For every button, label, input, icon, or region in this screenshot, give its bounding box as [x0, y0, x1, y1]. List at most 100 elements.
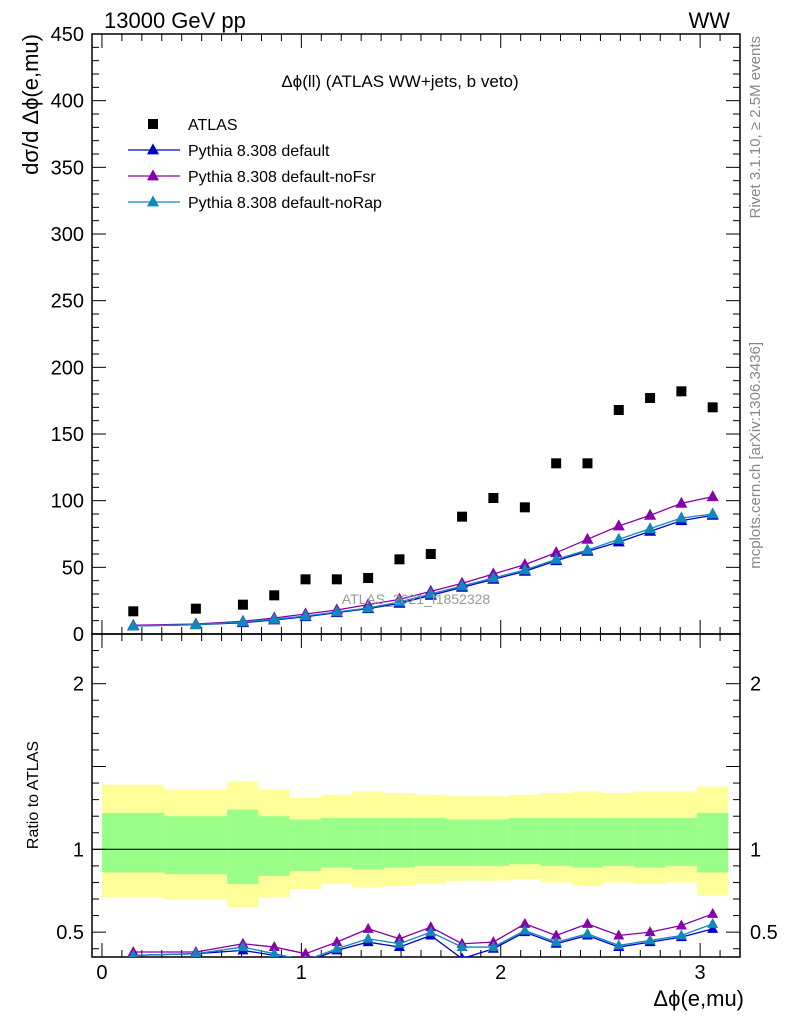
y-tick-label: 400 — [51, 91, 84, 113]
ratio-series-point — [519, 924, 531, 935]
ratio-inner-band-bin — [697, 812, 729, 873]
ratio-series-point — [237, 941, 249, 952]
header-left: 13000 GeV pp — [104, 8, 246, 33]
ratio-series-point — [425, 926, 437, 937]
x-tick-label: 1 — [296, 962, 307, 984]
ratio-inner-band-bin — [164, 816, 228, 875]
ratio-series-point — [362, 932, 374, 943]
data-point — [300, 574, 311, 585]
data-point — [582, 458, 593, 469]
y-tick-label: 150 — [51, 424, 84, 446]
legend-marker-square — [148, 119, 158, 129]
ratio-series-point — [331, 942, 343, 953]
series-point — [189, 618, 202, 630]
series-point — [706, 490, 719, 502]
ratio-inner-band-bin — [227, 809, 259, 885]
ratio-inner-band-bin — [509, 817, 541, 865]
ratio-series-point — [581, 917, 593, 928]
series-point — [268, 612, 281, 624]
data-point — [237, 599, 248, 610]
ratio-series-point — [613, 939, 625, 950]
series-point — [644, 522, 657, 534]
ratio-y-tick-label: 1 — [73, 839, 84, 861]
ratio-series-point — [707, 917, 719, 928]
legend-label: Pythia 8.308 default-noRap — [188, 195, 382, 212]
series-point — [706, 507, 719, 519]
ratio-inner-band-bin — [321, 817, 353, 868]
series-line — [133, 514, 713, 627]
main-plot-series — [127, 386, 719, 631]
x-axis-label: Δϕ(e,mu) — [653, 986, 744, 1011]
series-point — [581, 532, 594, 544]
ratio-series-line — [133, 913, 713, 955]
ratio-bands — [101, 781, 729, 908]
ratio-series-point — [456, 941, 468, 952]
ratio-plot-frame — [91, 633, 741, 958]
data-point — [269, 590, 280, 601]
header-right: WW — [688, 8, 730, 33]
ratio-series-point — [707, 907, 719, 918]
ratio-plot-series — [127, 907, 719, 957]
ratio-inner-band-bin — [415, 817, 447, 866]
series-point — [236, 615, 249, 627]
data-point — [613, 405, 624, 415]
ratio-inner-band-bin — [258, 816, 290, 876]
ratio-y-tick-label: 0.5 — [56, 922, 84, 944]
data-point — [457, 511, 468, 522]
data-point — [331, 574, 342, 585]
ratio-series-point — [550, 929, 562, 940]
main-plot-panel: 0 50 100 150 200 250 300 350 400 450 — [51, 24, 741, 646]
ratio-inner-band-bin — [289, 819, 322, 871]
ratio-series-point — [393, 937, 405, 948]
series-point — [581, 543, 594, 555]
series-point — [299, 609, 312, 621]
ratio-inner-band-bin — [352, 817, 384, 870]
legend: ATLAS Pythia 8.308 default Pythia 8.308 de… — [128, 117, 382, 212]
ratio-inner-band-bin — [101, 812, 165, 873]
x-tick-label: 3 — [695, 962, 706, 984]
ratio-inner-band-bin — [603, 817, 635, 866]
series-point — [550, 546, 563, 558]
ratio-inner-band-bin — [571, 817, 604, 868]
y-tick-label: 50 — [62, 557, 84, 579]
series-point — [675, 496, 688, 508]
ratio-series-point — [300, 947, 311, 957]
legend-marker-triangle — [146, 143, 160, 155]
ratio-series-point — [269, 947, 280, 957]
ratio-y-axis-label: Ratio to ATLAS — [25, 741, 42, 849]
data-point — [676, 386, 687, 397]
series-point — [612, 519, 625, 531]
analysis-watermark: ATLAS_2021_I1852328 — [342, 591, 491, 607]
series-point — [518, 563, 531, 575]
ratio-inner-band-bin — [446, 819, 478, 866]
legend-marker-triangle — [146, 195, 160, 207]
series-point — [424, 587, 437, 599]
y-tick-label: 300 — [51, 224, 84, 246]
legend-marker-triangle — [146, 169, 160, 181]
x-tick-label: 2 — [495, 962, 506, 984]
ratio-inner-band-bin — [383, 817, 416, 868]
ratio-series-point — [644, 934, 656, 945]
ratio-y-tick-label-right: 2 — [750, 674, 761, 696]
series-point — [487, 571, 500, 583]
series-point — [644, 508, 657, 520]
series-line — [133, 496, 713, 626]
ratio-series-point — [129, 949, 138, 957]
y-tick-label: 350 — [51, 157, 84, 179]
ratio-series-point — [304, 954, 308, 957]
plot-title: Δϕ(ll) (ATLAS WW+jets, b veto) — [281, 72, 518, 91]
ratio-series-point — [613, 929, 625, 940]
rivet-version-label: Rivet 3.1.10, ≥ 2.5M events — [747, 36, 764, 219]
ratio-series-point — [487, 941, 499, 952]
data-point — [394, 554, 405, 565]
y-axis-label: dσ/d Δϕ(e,mu) — [18, 34, 43, 175]
ratio-series-point — [331, 936, 343, 947]
data-point — [190, 603, 201, 614]
series-point — [127, 619, 140, 631]
data-point — [363, 573, 374, 583]
y-tick-label: 200 — [51, 357, 84, 379]
ratio-y-tick-label-right: 0.5 — [750, 922, 778, 944]
series-point — [330, 605, 343, 617]
data-point — [707, 402, 718, 413]
